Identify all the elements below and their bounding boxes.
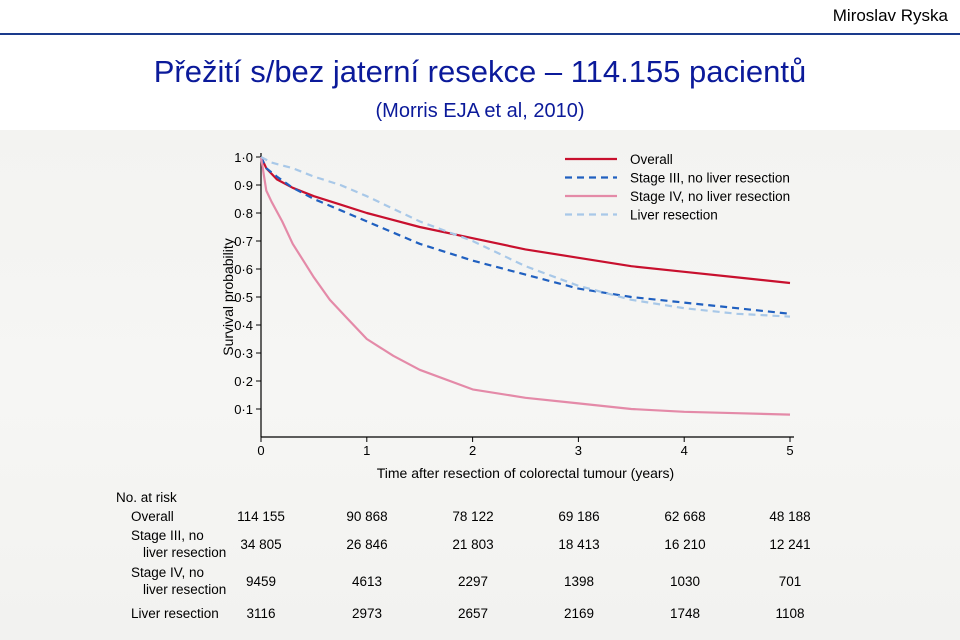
x-tick-label: 4 <box>681 443 688 458</box>
risk-row-value: 1030 <box>669 574 701 589</box>
risk-table-header: No. at risk <box>116 490 177 505</box>
y-tick-label: 1·0 <box>234 150 253 165</box>
risk-row-value: 3116 <box>246 606 276 621</box>
y-axis-label: Survival probability <box>220 238 236 356</box>
risk-row-value: 12 241 <box>769 537 811 552</box>
x-tick-label: 1 <box>363 443 370 458</box>
x-tick-label: 3 <box>575 443 582 458</box>
x-tick-label: 0 <box>257 443 264 458</box>
legend-label-1: Stage III, no liver resection <box>630 171 790 186</box>
series-line-0 <box>260 156 791 285</box>
risk-row-value: 1748 <box>669 606 701 621</box>
y-tick-label: 0·2 <box>234 374 253 389</box>
x-tick-label: 5 <box>786 443 793 458</box>
series-line-2 <box>259 156 791 416</box>
y-tick-label: 0·3 <box>234 346 253 361</box>
risk-row-label: Stage IV, no <box>131 565 205 580</box>
risk-row-value: 2297 <box>457 574 489 589</box>
y-tick-label: 0·1 <box>234 402 253 417</box>
x-tick-label: 2 <box>469 443 476 458</box>
y-tick-label: 0·8 <box>234 206 253 221</box>
x-axis-label: Time after resection of colorectal tumou… <box>377 465 674 481</box>
risk-row-value: 2169 <box>563 606 595 621</box>
risk-row-label: liver resection <box>143 545 227 560</box>
series-line-1 <box>260 156 791 315</box>
legend-label-3: Liver resection <box>630 208 718 223</box>
risk-row-value: 69 186 <box>558 509 600 524</box>
y-tick-label: 0·5 <box>234 290 253 305</box>
legend-label-0: Overall <box>630 152 673 167</box>
risk-row-value: 701 <box>778 574 802 589</box>
y-tick-label: 0·9 <box>234 178 253 193</box>
risk-row-value: 21 803 <box>452 537 494 552</box>
risk-row-value: 2973 <box>351 606 383 621</box>
risk-row-value: 16 210 <box>664 537 706 552</box>
risk-row-label: Liver resection <box>131 606 219 621</box>
risk-row-value: 18 413 <box>558 537 600 552</box>
risk-row-value: 1398 <box>563 574 595 589</box>
y-tick-label: 0·7 <box>234 234 253 249</box>
risk-row-value: 78 122 <box>452 509 494 524</box>
slide-subtitle: (Morris EJA et al, 2010) <box>375 100 585 122</box>
risk-row-value: 62 668 <box>664 509 706 524</box>
risk-row-label: Stage III, no <box>131 528 204 543</box>
risk-row-value: 2657 <box>457 606 489 621</box>
scanned-figure-background <box>0 130 960 640</box>
risk-row-value: 34 805 <box>240 537 282 552</box>
risk-row-label: Overall <box>131 509 174 524</box>
legend-label-2: Stage IV, no liver resection <box>630 189 790 204</box>
y-tick-label: 0·6 <box>234 262 253 277</box>
slide-title: Přežití s/bez jaterní resekce – 114.155 … <box>153 54 807 89</box>
author-name: Miroslav Ryska <box>832 6 948 25</box>
risk-row-value: 4613 <box>351 574 383 589</box>
risk-row-value: 9459 <box>245 574 277 589</box>
risk-row-value: 48 188 <box>769 509 811 524</box>
top-bar: Miroslav Ryska <box>0 0 960 35</box>
risk-row-label: liver resection <box>143 582 227 597</box>
y-tick-label: 0·4 <box>234 318 253 333</box>
risk-row-value: 1108 <box>775 606 805 621</box>
risk-row-value: 90 868 <box>346 509 388 524</box>
series-line-3 <box>260 156 791 318</box>
risk-row-value: 114 155 <box>237 509 285 524</box>
risk-row-value: 26 846 <box>346 537 388 552</box>
